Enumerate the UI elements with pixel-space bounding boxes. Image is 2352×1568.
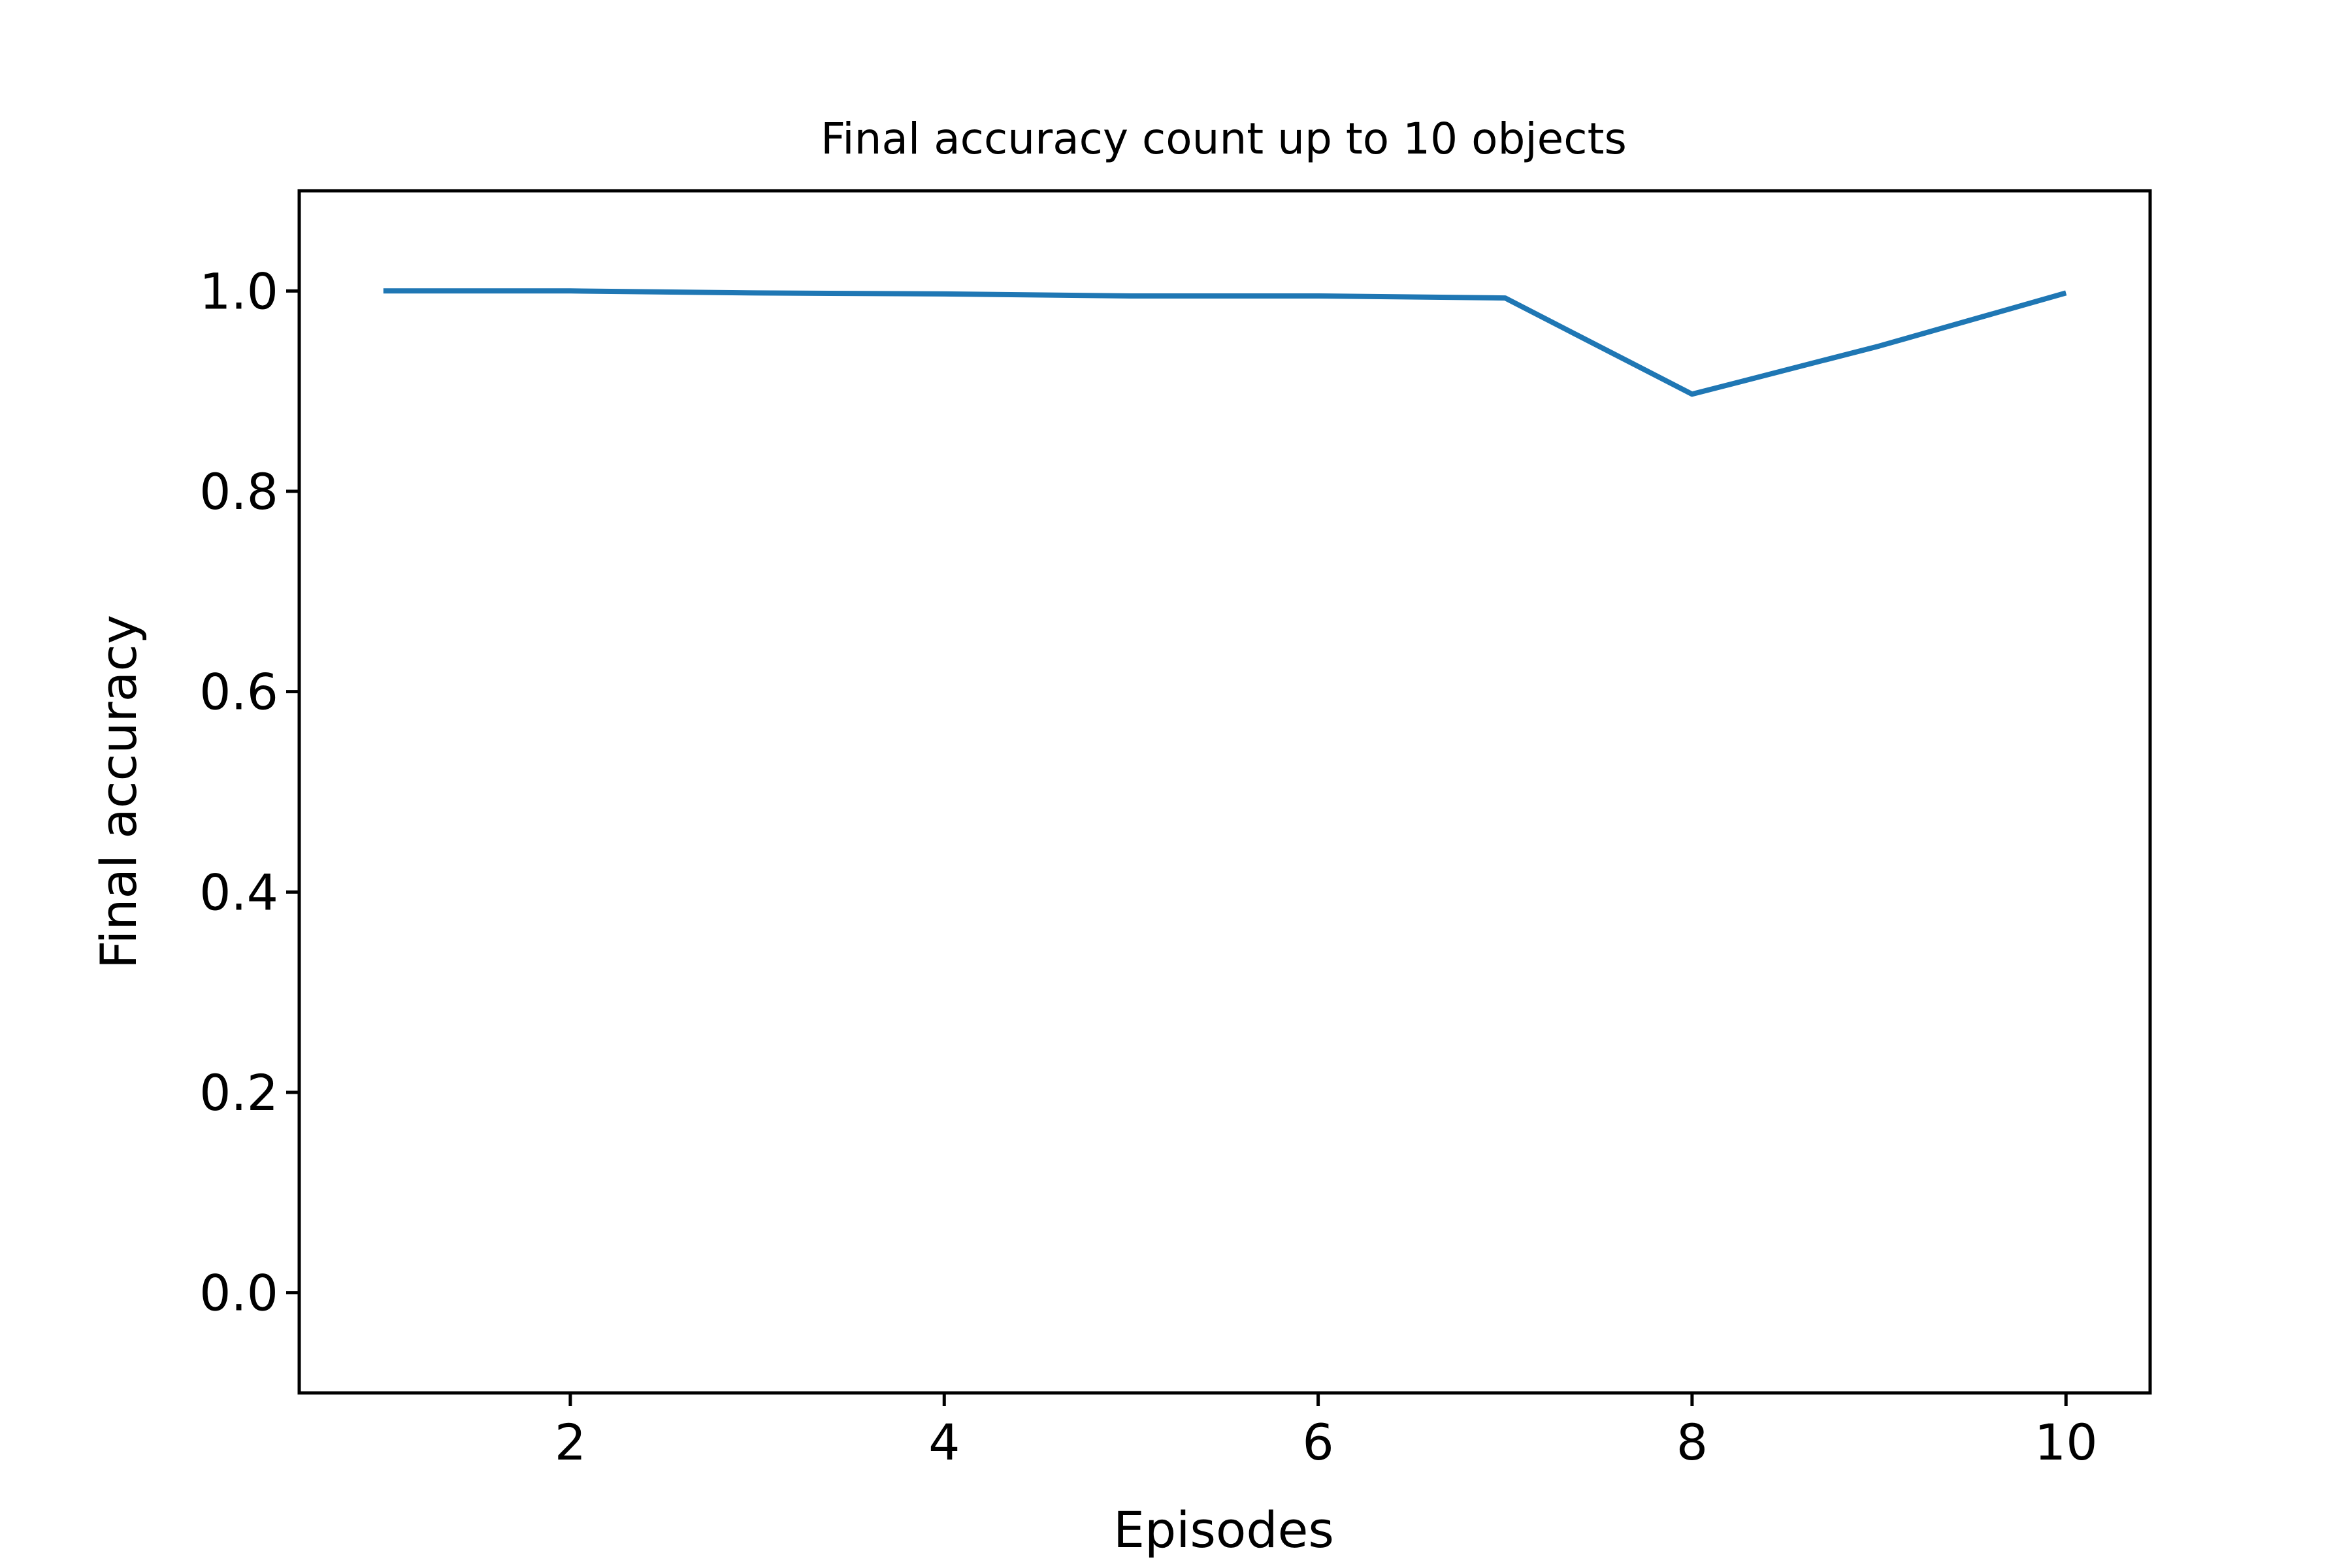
plot-area — [383, 288, 2067, 397]
y-tick-label: 0.4 — [199, 863, 278, 921]
y-axis-ticks: 0.0 0.2 0.4 0.6 0.8 1.0 — [199, 262, 299, 1322]
axes-frame — [297, 189, 2152, 1395]
x-tick-label: 4 — [928, 1413, 960, 1471]
series-line — [383, 288, 2067, 397]
x-tick-label: 2 — [555, 1413, 586, 1471]
y-tick-label: 0.2 — [199, 1064, 278, 1122]
x-tick-label: 8 — [1676, 1413, 1708, 1471]
x-tick-label: 6 — [1302, 1413, 1333, 1471]
x-axis-label: Episodes — [1113, 1501, 1334, 1559]
x-axis-ticks: 2 4 6 8 10 — [555, 1393, 2098, 1471]
y-tick-label: 0.0 — [199, 1264, 278, 1322]
chart-title: Final accuracy count up to 10 objects — [821, 114, 1627, 164]
x-tick-label: 10 — [2034, 1413, 2098, 1471]
y-axis-label: Final accuracy — [90, 615, 148, 969]
y-tick-label: 0.6 — [199, 663, 278, 721]
y-tick-label: 1.0 — [199, 262, 278, 320]
y-tick-label: 0.8 — [199, 463, 278, 521]
